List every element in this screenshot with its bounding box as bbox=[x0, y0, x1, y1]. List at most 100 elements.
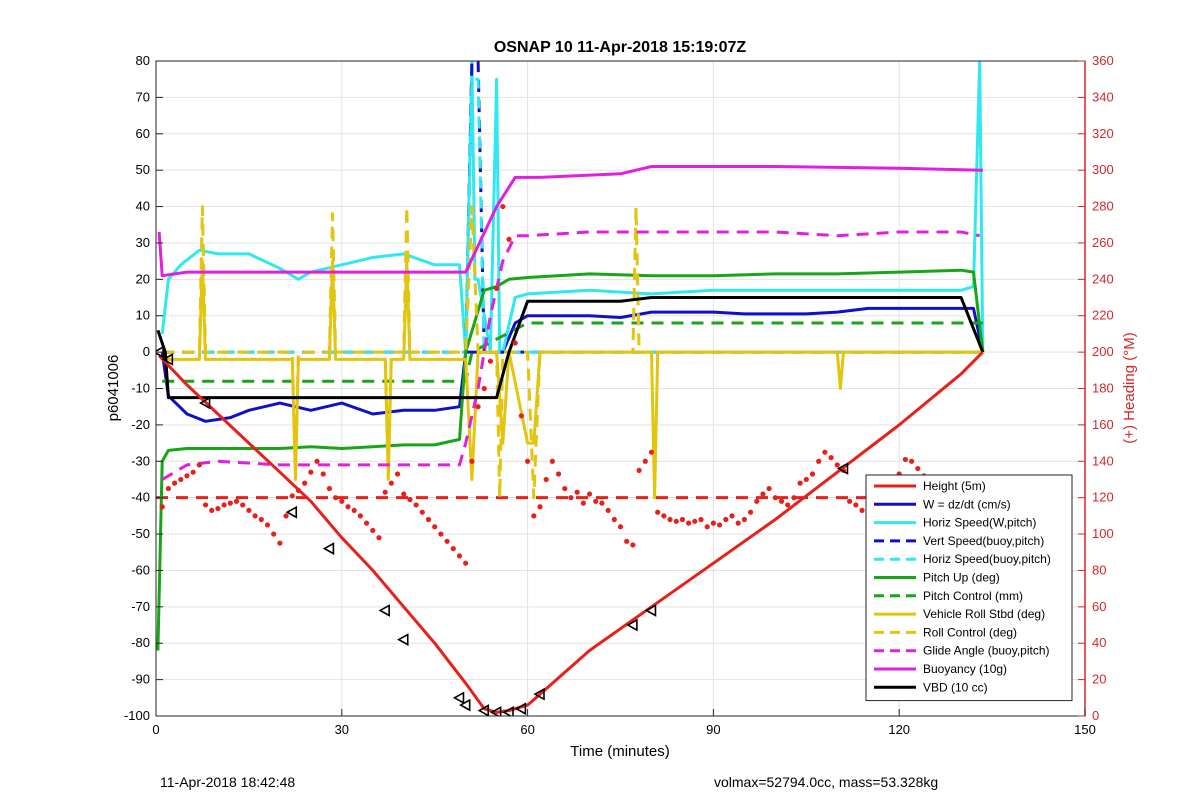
legend-label: Pitch Up (deg) bbox=[923, 571, 1000, 585]
heading-point bbox=[692, 518, 698, 524]
heading-point bbox=[432, 524, 438, 530]
heading-point bbox=[444, 538, 450, 544]
heading-point bbox=[215, 505, 221, 512]
y-right-tick-label: 80 bbox=[1092, 562, 1106, 577]
legend-label: Roll Control (deg) bbox=[923, 625, 1017, 639]
y-right-tick-label: 200 bbox=[1092, 344, 1114, 359]
x-axis: 0 30 60 90 120 150 bbox=[152, 709, 1096, 737]
heading-point bbox=[735, 520, 741, 526]
legend-label: Buoyancy (10g) bbox=[923, 662, 1007, 676]
y-tick-label: -10 bbox=[131, 381, 150, 396]
x-tick-label: 30 bbox=[335, 722, 349, 737]
y-tick-label: 50 bbox=[136, 162, 150, 177]
y-right-tick-label: 160 bbox=[1092, 417, 1114, 432]
heading-point bbox=[574, 489, 580, 495]
heading-point bbox=[636, 467, 642, 473]
y-right-tick-label: 100 bbox=[1092, 526, 1114, 541]
heading-point bbox=[333, 495, 339, 501]
heading-point bbox=[450, 546, 456, 552]
y-right-tick-label: 360 bbox=[1092, 53, 1114, 68]
heading-point bbox=[549, 458, 555, 464]
heading-point bbox=[642, 458, 648, 464]
heading-point bbox=[246, 507, 252, 514]
heading-point bbox=[803, 476, 809, 483]
heading-point bbox=[413, 502, 419, 508]
heading-point bbox=[252, 513, 258, 519]
y-tick-label: 60 bbox=[136, 126, 150, 141]
heading-point bbox=[351, 507, 357, 514]
legend-label: Vehicle Roll Stbd (deg) bbox=[923, 607, 1045, 621]
heading-point bbox=[363, 520, 370, 526]
heading-point bbox=[264, 522, 271, 528]
y-axis-label: p6041006 bbox=[105, 355, 122, 422]
heading-point bbox=[425, 516, 432, 523]
y-tick-label: 10 bbox=[136, 308, 150, 323]
turn-marker bbox=[198, 396, 211, 410]
chart-title: OSNAP 10 11-Apr-2018 15:19:07Z bbox=[494, 39, 747, 56]
heading-point bbox=[240, 502, 246, 508]
y-right-tick-label: 60 bbox=[1092, 599, 1106, 614]
heading-point bbox=[667, 516, 673, 523]
y-tick-label: -70 bbox=[131, 599, 150, 614]
heading-point bbox=[568, 495, 574, 501]
heading-point bbox=[661, 513, 667, 519]
heading-point bbox=[525, 458, 531, 464]
heading-point bbox=[438, 531, 444, 537]
heading-point bbox=[171, 480, 178, 486]
y-axis-left: -100-90-80-70-60-50-40-30-20-10010203040… bbox=[124, 53, 163, 723]
turn-marker bbox=[626, 618, 638, 632]
heading-point bbox=[760, 491, 766, 497]
heading-point bbox=[258, 516, 264, 523]
x-axis-label: Time (minutes) bbox=[570, 743, 669, 760]
heading-point bbox=[747, 509, 754, 515]
turn-marker bbox=[459, 698, 471, 712]
heading-point bbox=[227, 500, 233, 506]
heading-point bbox=[624, 538, 630, 544]
y-axis-right: 0 20 40 60 80 100 120 140 160 180 200 220 240 260 280 3… bbox=[1078, 53, 1114, 723]
heading-point bbox=[710, 520, 717, 526]
heading-point bbox=[518, 413, 525, 419]
heading-point bbox=[308, 469, 314, 475]
heading-point bbox=[370, 527, 376, 534]
heading-point bbox=[190, 469, 196, 475]
heading-point bbox=[537, 504, 543, 510]
heading-point bbox=[271, 531, 277, 537]
x-tick-label: 120 bbox=[888, 722, 910, 737]
legend-label: Pitch Control (mm) bbox=[923, 589, 1023, 603]
turn-marker bbox=[502, 706, 514, 716]
heading-point bbox=[605, 507, 611, 514]
turn-marker bbox=[161, 353, 174, 366]
y-tick-label: 80 bbox=[136, 53, 150, 68]
series-line bbox=[160, 306, 985, 423]
y-tick-label: 70 bbox=[136, 89, 150, 104]
heading-point bbox=[679, 516, 686, 523]
heading-point bbox=[339, 498, 345, 504]
heading-point bbox=[828, 455, 834, 461]
heading-point bbox=[908, 458, 915, 464]
series-line bbox=[156, 268, 985, 651]
turn-marker bbox=[477, 704, 490, 716]
plot-area bbox=[156, 61, 985, 716]
heading-point bbox=[487, 358, 494, 364]
heading-point bbox=[778, 498, 785, 504]
heading-point bbox=[494, 285, 500, 292]
y-tick-label: -50 bbox=[131, 526, 150, 541]
series-line bbox=[157, 165, 983, 278]
y-right-tick-label: 260 bbox=[1092, 235, 1114, 250]
heading-point bbox=[580, 500, 586, 506]
turn-marker bbox=[156, 345, 164, 359]
heading-point bbox=[394, 471, 401, 477]
turn-marker bbox=[514, 702, 527, 716]
heading-point bbox=[302, 480, 308, 486]
y-tick-label: 20 bbox=[136, 271, 150, 286]
y-right-tick-label: 20 bbox=[1092, 672, 1106, 687]
heading-point bbox=[165, 485, 171, 492]
turn-marker bbox=[452, 691, 465, 705]
legend-label: W = dz/dt (cm/s) bbox=[923, 497, 1011, 511]
legend-label: VBD (10 cc) bbox=[923, 680, 988, 694]
legend-label: Glide Angle (buoy,pitch) bbox=[923, 644, 1050, 658]
heading-point bbox=[555, 471, 562, 477]
series-line bbox=[156, 296, 985, 400]
y-tick-label: -60 bbox=[131, 562, 150, 577]
heading-point bbox=[320, 471, 326, 477]
